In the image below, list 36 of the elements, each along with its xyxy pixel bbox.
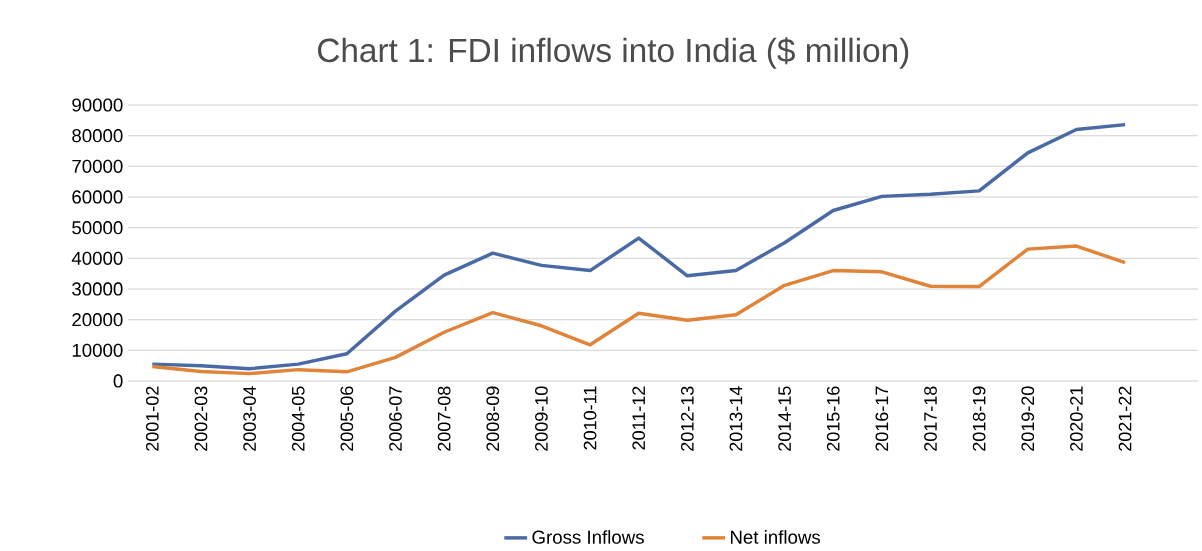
- line-series: [150, 122, 1127, 371]
- x-tick-label: 2012-13: [680, 386, 694, 451]
- x-tick-label: 2015-16: [826, 386, 840, 451]
- x-tick-label: 2021-22: [1118, 386, 1132, 451]
- x-tick-label: 2006-07: [389, 386, 402, 451]
- x-tick-label: 2003-04: [243, 386, 256, 451]
- y-tick-label: 50000: [72, 221, 123, 235]
- y-tick-label: 20000: [72, 313, 123, 327]
- x-tick-label: 2005-06: [340, 386, 354, 451]
- x-tick-label: 2008-09: [486, 386, 500, 451]
- legend-label: Gross Inflows: [532, 530, 644, 544]
- y-tick-label: 80000: [72, 129, 123, 143]
- x-tick-label: 2004-05: [291, 386, 305, 451]
- y-tick-label: 30000: [72, 282, 123, 296]
- x-tick-label: 2002-03: [194, 386, 208, 451]
- y-tick-label: 60000: [72, 190, 123, 204]
- x-tick-label: 2016-17: [875, 386, 889, 451]
- y-tick-label: 90000: [72, 98, 123, 112]
- x-tick-label: 2001-02: [145, 386, 159, 451]
- y-tick-label: 40000: [71, 251, 123, 265]
- x-tick-label: 2018-19: [972, 386, 986, 451]
- x-tick-label: 2020-21: [1070, 386, 1083, 451]
- legend-label: Net inflows: [730, 530, 821, 544]
- line-series: [150, 244, 1127, 376]
- x-tick-label: 2010-11: [583, 386, 597, 450]
- x-tick-label: 2007-08: [437, 386, 451, 451]
- x-tick-label: 2013-14: [729, 386, 743, 451]
- x-tick-label: 2017-18: [924, 386, 937, 451]
- x-tick-label: 2019-20: [1021, 386, 1035, 451]
- x-tick-label: 2009-10: [535, 386, 548, 451]
- x-tick-label: 2011-12: [632, 386, 646, 450]
- y-tick-label: 70000: [72, 159, 123, 173]
- y-tick-label: 0: [113, 374, 123, 388]
- chart-title: Chart 1: FDI inflows into India ($ million): [318, 37, 909, 69]
- x-tick-label: 2014-15: [778, 386, 791, 451]
- y-tick-label: 10000: [72, 343, 123, 357]
